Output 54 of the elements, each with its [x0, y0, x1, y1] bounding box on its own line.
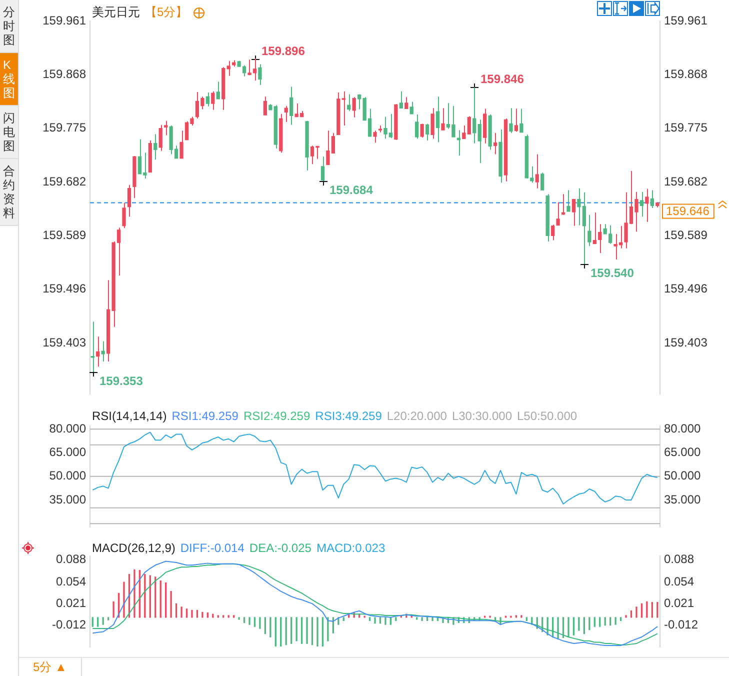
y-tick-label: 159.403	[42, 335, 86, 350]
text: L20:20.000	[386, 409, 447, 423]
text: 分时图	[0, 0, 18, 53]
chart-subtitle: 【5分】	[145, 4, 188, 21]
y-tick-label: 50.000	[49, 468, 86, 483]
y2-tick-label: 50.000	[664, 468, 702, 483]
y-tick-label: 0.088	[56, 552, 86, 566]
y-tick-label: 65.000	[49, 445, 86, 460]
y2-tick-label: 159.496	[664, 282, 708, 296]
text: K线图	[0, 53, 18, 106]
annotation: 159.896	[262, 44, 306, 58]
y2-tick-label: 159.868	[664, 66, 708, 81]
y-tick-label: 0.021	[56, 596, 86, 610]
text: 5分 ▲	[19, 658, 82, 676]
y2-tick-label: 0.088	[664, 552, 694, 566]
series-label: DEA:-0.025	[249, 541, 312, 555]
text: MACD:0.023	[316, 541, 386, 555]
y-tick-label: 159.775	[42, 120, 86, 135]
y2-tick-label: 159.775	[664, 120, 708, 135]
y-tick-label: 159.682	[42, 174, 86, 188]
y2-tick-label: 0.021	[664, 596, 694, 610]
legend-label: RSI2:49.259	[243, 409, 310, 423]
chart-title: 美元日元	[92, 4, 140, 21]
y2-tick-label: 159.403	[664, 335, 708, 350]
y-tick-label: -0.012	[52, 618, 86, 632]
y2-tick-label: 65.000	[664, 445, 702, 460]
series-label: DIFF:-0.014	[180, 541, 244, 555]
y-tick-label: 0.054	[56, 574, 86, 588]
annotation: 159.540	[590, 266, 634, 280]
y2-tick-label: 0.054	[664, 574, 694, 588]
annotation: 159.846	[480, 72, 524, 86]
y2-tick-label: 159.961	[664, 13, 708, 28]
y2-tick-label: -0.012	[664, 618, 698, 632]
y-tick-label: 159.589	[42, 228, 86, 242]
chart-title: MACD(26,12,9)	[92, 541, 176, 555]
text: 合约资料	[0, 159, 18, 226]
legend-label: RSI1:49.259	[172, 409, 238, 423]
ref-line-label: 159.646	[666, 204, 710, 218]
chart-title: RSI(14,14,14)	[92, 409, 167, 423]
y2-tick-label: 80.000	[664, 421, 702, 436]
y2-tick-label: 35.000	[664, 492, 702, 506]
text: L50:50.000	[517, 409, 578, 423]
y-tick-label: 159.496	[42, 282, 86, 296]
y2-tick-label: 159.589	[664, 228, 708, 242]
text: 闪电图	[0, 106, 18, 159]
text: L30:30.000	[452, 409, 512, 423]
annotation: 159.684	[330, 182, 374, 197]
y-tick-label: 35.000	[49, 492, 86, 506]
text: RSI3:49.259	[315, 409, 382, 423]
y-tick-label: 80.000	[49, 421, 86, 436]
y2-tick-label: 159.682	[664, 174, 708, 188]
y-tick-label: 159.961	[42, 13, 86, 28]
y-tick-label: 159.868	[42, 66, 86, 81]
annotation: 159.353	[100, 374, 144, 388]
